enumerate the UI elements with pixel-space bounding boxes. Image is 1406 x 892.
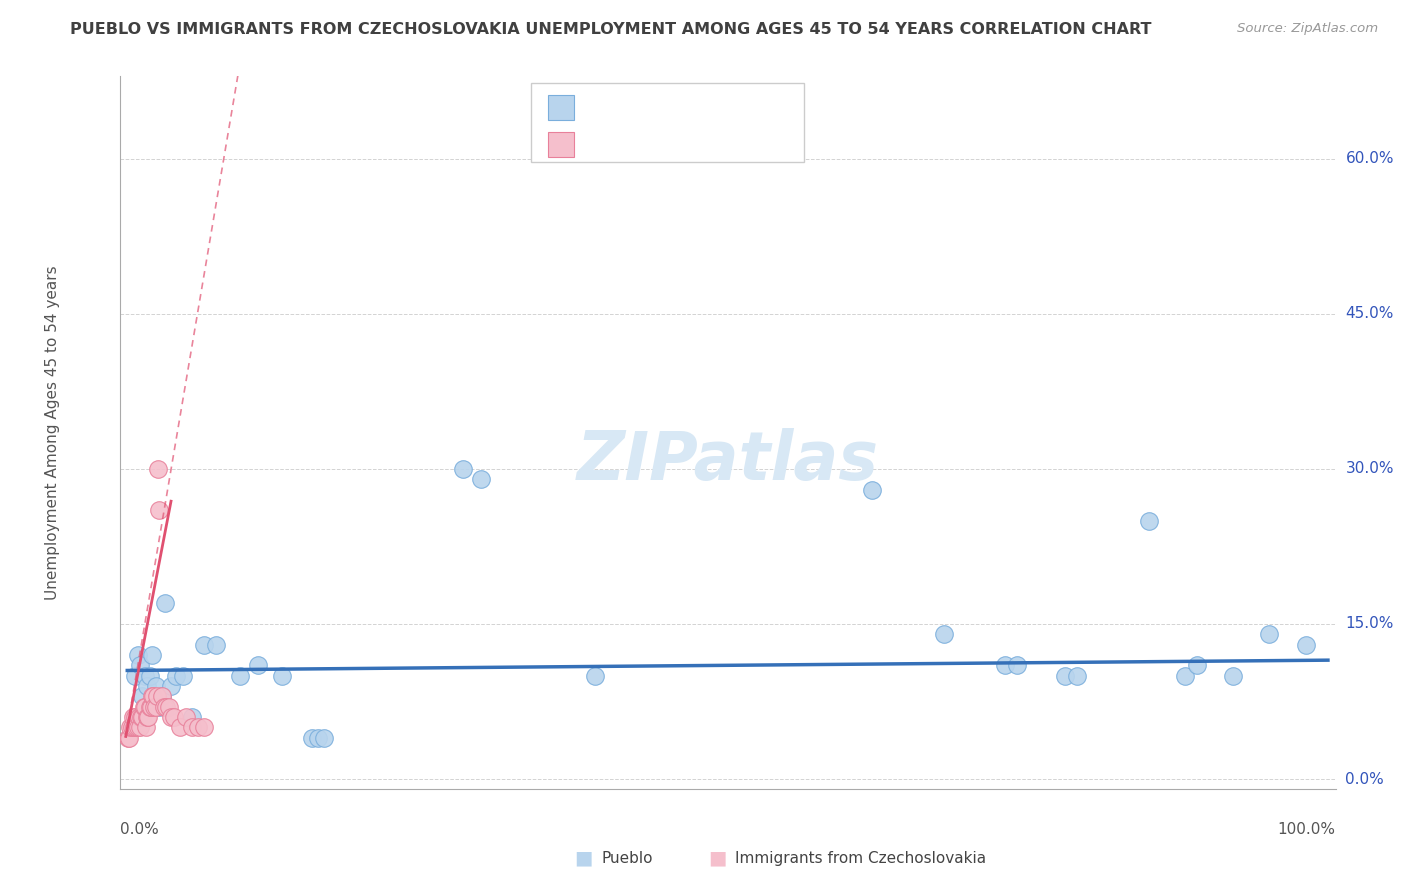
Point: [145, 679, 167, 693]
Point: [124, 668, 146, 682]
Point: [1137, 514, 1160, 528]
Point: [129, 720, 152, 734]
Point: [124, 710, 146, 724]
Point: [146, 462, 169, 476]
Point: [271, 668, 294, 682]
Text: Source: ZipAtlas.com: Source: ZipAtlas.com: [1237, 22, 1378, 36]
Point: [121, 720, 143, 734]
Point: [301, 731, 323, 745]
Point: [117, 731, 139, 745]
Text: Pueblo: Pueblo: [602, 851, 654, 865]
Point: [138, 699, 160, 714]
Point: [121, 710, 143, 724]
Point: [150, 690, 173, 704]
Point: [169, 720, 191, 734]
Point: [1053, 668, 1076, 682]
Point: [150, 690, 173, 704]
Point: [148, 503, 170, 517]
Point: [141, 690, 163, 704]
Point: [187, 720, 209, 734]
Text: 0.0%: 0.0%: [120, 822, 159, 837]
Point: [1005, 658, 1028, 673]
Point: [135, 720, 157, 734]
Text: Immigrants from Czechoslovakia: Immigrants from Czechoslovakia: [735, 851, 987, 865]
Point: [229, 668, 252, 682]
Point: [134, 699, 156, 714]
Point: [155, 699, 177, 714]
Point: [134, 668, 156, 682]
Point: [132, 699, 155, 714]
Point: [131, 690, 153, 704]
Text: 60.0%: 60.0%: [1346, 151, 1393, 166]
Text: N = 39: N = 39: [690, 98, 752, 116]
Point: [127, 720, 149, 734]
Text: R = 0.585: R = 0.585: [585, 136, 668, 153]
Point: [451, 462, 474, 476]
Point: [205, 638, 228, 652]
Point: [860, 483, 883, 497]
Point: [1187, 658, 1209, 673]
Point: [155, 596, 177, 610]
Point: [157, 699, 180, 714]
Point: [129, 710, 152, 724]
Point: [165, 668, 187, 682]
Text: N = 38: N = 38: [690, 136, 752, 153]
Point: [172, 668, 194, 682]
Point: [146, 690, 169, 704]
Text: 100.0%: 100.0%: [1278, 822, 1336, 837]
Point: [131, 710, 153, 724]
Point: [1258, 627, 1281, 641]
Point: [174, 710, 197, 724]
Point: [138, 668, 160, 682]
Point: [246, 658, 269, 673]
Point: [993, 658, 1015, 673]
Point: [934, 627, 956, 641]
Point: [470, 472, 492, 486]
Point: [145, 699, 167, 714]
Text: R = 0.016: R = 0.016: [585, 98, 668, 116]
Point: [128, 710, 150, 724]
Point: [136, 710, 159, 724]
Text: 0.0%: 0.0%: [1346, 772, 1384, 787]
Text: ■: ■: [707, 848, 727, 868]
Point: [129, 658, 152, 673]
Point: [141, 648, 163, 662]
Point: [153, 699, 176, 714]
Text: ■: ■: [574, 848, 593, 868]
Point: [160, 679, 183, 693]
Point: [583, 668, 606, 682]
Point: [1222, 668, 1244, 682]
Point: [138, 710, 160, 724]
Point: [180, 720, 202, 734]
Text: Unemployment Among Ages 45 to 54 years: Unemployment Among Ages 45 to 54 years: [45, 265, 60, 600]
Point: [148, 699, 170, 714]
Text: 45.0%: 45.0%: [1346, 306, 1393, 321]
Point: [180, 710, 202, 724]
Point: [163, 710, 186, 724]
Text: 30.0%: 30.0%: [1346, 461, 1393, 476]
Point: [1066, 668, 1088, 682]
Text: PUEBLO VS IMMIGRANTS FROM CZECHOSLOVAKIA UNEMPLOYMENT AMONG AGES 45 TO 54 YEARS : PUEBLO VS IMMIGRANTS FROM CZECHOSLOVAKIA…: [70, 22, 1152, 37]
Text: 15.0%: 15.0%: [1346, 616, 1393, 632]
Point: [1174, 668, 1197, 682]
Point: [193, 638, 215, 652]
Point: [125, 720, 148, 734]
Point: [307, 731, 329, 745]
Point: [1295, 638, 1317, 652]
Point: [127, 648, 149, 662]
Point: [118, 731, 141, 745]
Point: [139, 699, 162, 714]
Point: [136, 679, 159, 693]
Point: [314, 731, 336, 745]
Point: [160, 710, 183, 724]
Point: [193, 720, 215, 734]
Text: ZIPatlas: ZIPatlas: [576, 428, 879, 494]
Point: [142, 690, 165, 704]
Point: [143, 699, 166, 714]
Point: [120, 720, 142, 734]
Point: [122, 720, 145, 734]
